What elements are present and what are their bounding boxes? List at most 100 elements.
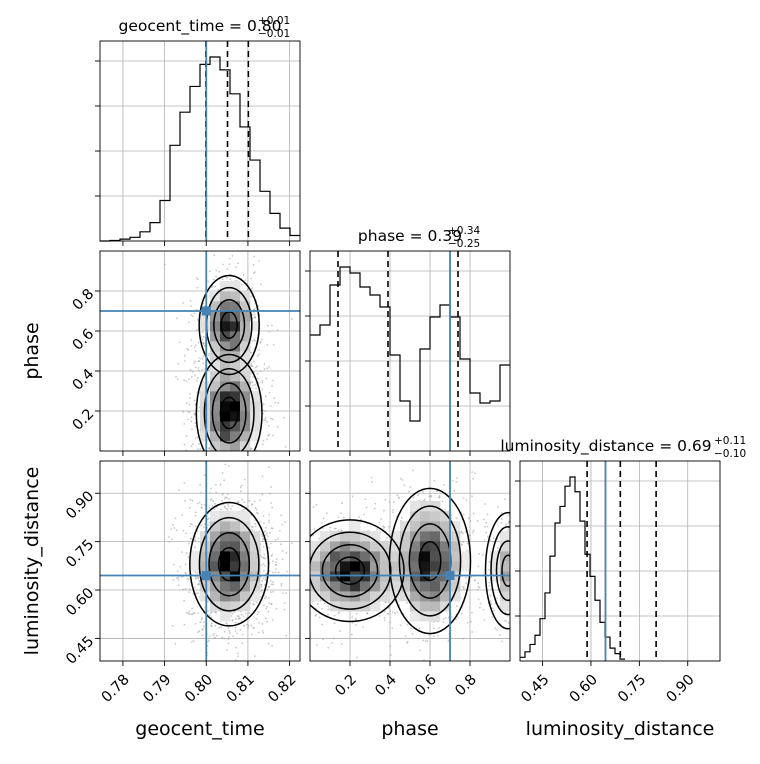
sample-point bbox=[348, 517, 351, 520]
sample-point bbox=[262, 439, 265, 442]
sample-point bbox=[263, 419, 265, 422]
sample-point bbox=[272, 434, 274, 437]
sample-point bbox=[234, 482, 236, 484]
sample-point bbox=[177, 362, 180, 365]
sample-point bbox=[466, 542, 469, 545]
sample-point bbox=[274, 571, 277, 574]
sample-point bbox=[404, 635, 407, 638]
sample-point bbox=[188, 610, 191, 613]
sample-point bbox=[286, 570, 288, 573]
sample-point bbox=[197, 456, 199, 458]
sample-point bbox=[192, 443, 194, 446]
sample-point bbox=[488, 568, 490, 571]
contour bbox=[219, 396, 239, 430]
sample-point bbox=[265, 608, 268, 610]
sample-point bbox=[203, 474, 206, 477]
contour bbox=[501, 554, 510, 587]
sample-point bbox=[203, 503, 206, 506]
sample-point bbox=[523, 629, 525, 631]
sample-point bbox=[253, 316, 256, 319]
sample-point bbox=[189, 525, 191, 528]
sample-point bbox=[239, 465, 241, 467]
density-cell bbox=[330, 531, 341, 542]
sample-point bbox=[239, 490, 242, 493]
sample-point bbox=[256, 354, 259, 357]
sample-point bbox=[297, 577, 299, 579]
truth-marker bbox=[445, 571, 455, 581]
sample-point bbox=[258, 611, 260, 614]
density-cell bbox=[210, 361, 221, 372]
sample-point bbox=[182, 301, 185, 304]
sample-point bbox=[241, 498, 244, 501]
sample-point bbox=[297, 564, 299, 566]
sample-point bbox=[340, 529, 343, 532]
sample-point bbox=[424, 640, 427, 642]
x-tick-label: 0.60 bbox=[567, 672, 601, 706]
sample-point bbox=[245, 617, 248, 619]
sample-point bbox=[333, 622, 336, 625]
sample-point bbox=[185, 532, 187, 535]
sample-point bbox=[196, 377, 199, 380]
sample-point bbox=[182, 588, 185, 591]
density-cell bbox=[210, 411, 221, 422]
sample-point bbox=[189, 397, 192, 399]
sample-point bbox=[382, 527, 385, 529]
density-cell bbox=[390, 531, 401, 542]
sample-point bbox=[455, 605, 458, 608]
density-cell bbox=[210, 341, 221, 352]
sample-point bbox=[533, 589, 535, 591]
sample-point bbox=[384, 498, 387, 501]
sample-point bbox=[397, 496, 400, 499]
sample-point bbox=[516, 573, 518, 575]
density-cell bbox=[220, 541, 231, 552]
density-cell bbox=[490, 561, 501, 572]
y-tick-label: 0.6 bbox=[70, 326, 98, 354]
sample-point bbox=[442, 618, 445, 621]
sample-point bbox=[266, 324, 269, 327]
density-cell bbox=[410, 601, 421, 612]
sample-point bbox=[167, 536, 170, 538]
sample-point bbox=[378, 615, 381, 617]
sample-point bbox=[500, 512, 503, 514]
sample-point bbox=[295, 537, 297, 539]
sample-point bbox=[307, 556, 309, 558]
sample-point bbox=[199, 357, 202, 360]
sample-point bbox=[477, 585, 480, 588]
sample-point bbox=[197, 611, 200, 614]
density-cell bbox=[230, 281, 241, 292]
sample-point bbox=[522, 599, 524, 601]
density-cell bbox=[230, 301, 241, 312]
title-geocent-time-minus: −0.01 bbox=[258, 28, 290, 40]
sample-point bbox=[224, 452, 226, 454]
sample-point bbox=[188, 378, 190, 381]
sample-point bbox=[196, 319, 199, 321]
sample-point bbox=[256, 454, 258, 456]
density-cell bbox=[230, 581, 241, 592]
sample-point bbox=[516, 588, 518, 590]
sample-point bbox=[268, 466, 270, 469]
density-cell bbox=[240, 391, 251, 402]
sample-point bbox=[193, 346, 196, 349]
sample-point bbox=[520, 573, 522, 575]
density-cell bbox=[380, 581, 391, 592]
sample-point bbox=[518, 524, 520, 526]
sample-point bbox=[188, 588, 191, 590]
density-cell bbox=[310, 541, 321, 552]
sample-point bbox=[492, 537, 495, 540]
sample-point bbox=[256, 377, 259, 380]
sample-point bbox=[518, 601, 520, 603]
sample-point bbox=[253, 255, 256, 258]
density-cell bbox=[230, 391, 241, 402]
axes-frame bbox=[99, 40, 301, 242]
density-cell bbox=[440, 561, 451, 572]
sample-point bbox=[521, 602, 523, 604]
sample-point bbox=[259, 370, 262, 373]
sample-point bbox=[410, 627, 412, 630]
sample-point bbox=[303, 620, 305, 622]
density-cell bbox=[350, 551, 361, 562]
contour bbox=[211, 382, 247, 444]
sample-point bbox=[236, 457, 238, 459]
sample-point bbox=[229, 507, 232, 510]
sample-point bbox=[484, 525, 487, 528]
